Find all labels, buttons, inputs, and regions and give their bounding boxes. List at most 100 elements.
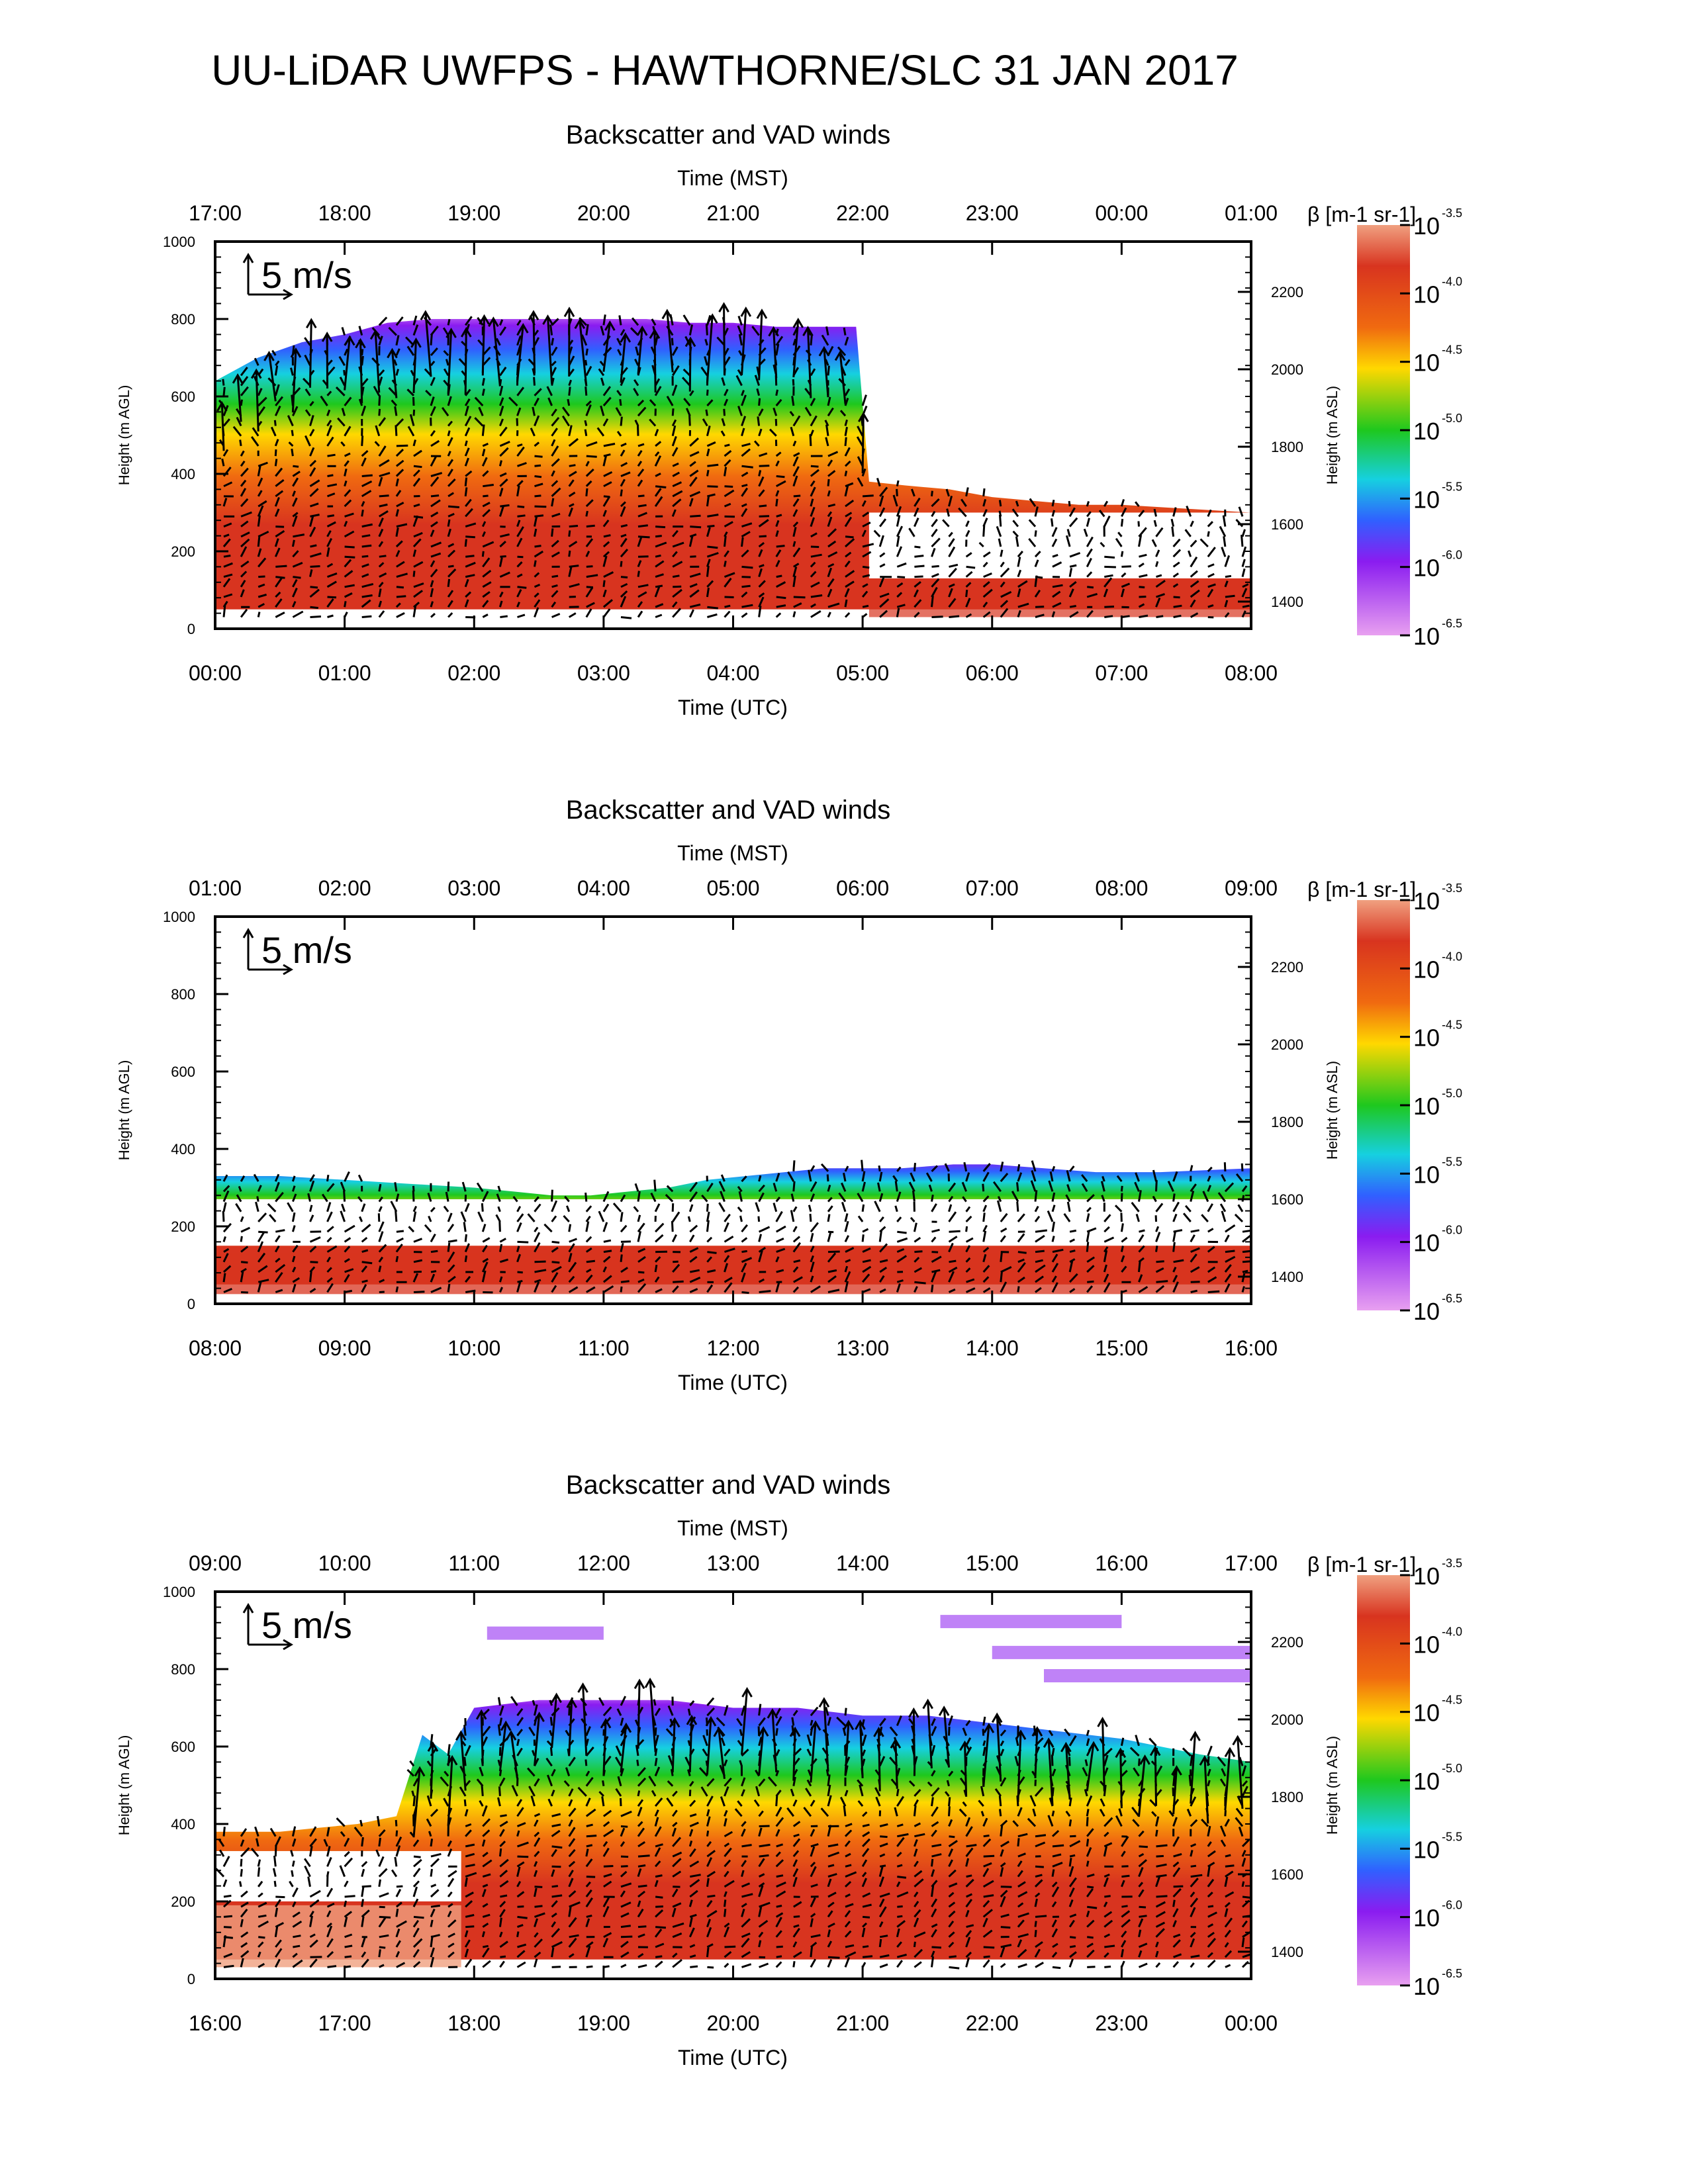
- wind-arrow: [447, 478, 456, 487]
- wind-arrow: [551, 551, 560, 558]
- wind-arrow: [634, 1183, 639, 1192]
- backscatter-field: [215, 302, 1251, 619]
- wind-arrow: [810, 1222, 819, 1233]
- wind-arrow: [447, 1283, 451, 1293]
- wind-arrow: [948, 1901, 956, 1908]
- wind-arrow: [913, 1222, 917, 1232]
- wind-arrow: [551, 1848, 557, 1857]
- wind-arrow: [292, 406, 299, 416]
- wind-arrow: [481, 424, 485, 436]
- wind-arrow: [495, 1214, 501, 1222]
- wind-arrow: [358, 398, 363, 406]
- wind-arrow: [1182, 1212, 1192, 1222]
- wind-arrow: [862, 1903, 872, 1908]
- wind-arrow: [480, 1711, 484, 1764]
- wind-arrow: [412, 1211, 417, 1222]
- top-tick-label: 07:00: [966, 876, 1019, 900]
- wind-arrow: [223, 522, 232, 527]
- wind-arrow: [690, 1874, 701, 1878]
- wind-arrow: [378, 1221, 385, 1232]
- wind-arrow: [344, 460, 350, 467]
- wind-arrow: [1207, 1862, 1215, 1868]
- wind-arrow: [568, 1788, 574, 1797]
- wind-arrow: [844, 460, 851, 467]
- wind-arrow: [948, 1211, 957, 1222]
- wind-arrow: [534, 1905, 543, 1908]
- wind-arrow: [1017, 1919, 1025, 1928]
- wind-arrow: [1014, 1756, 1019, 1766]
- wind-arrow: [1207, 1923, 1214, 1928]
- wind-arrow: [827, 1197, 833, 1203]
- wind-arrow: [741, 1963, 752, 1968]
- y2-tick-label: 1800: [1271, 439, 1303, 455]
- wind-arrow: [845, 1871, 857, 1878]
- wind-arrow: [430, 552, 442, 558]
- wind-arrow: [321, 1193, 328, 1203]
- wind-arrow: [994, 1788, 1002, 1797]
- wind-arrow: [412, 1768, 421, 1838]
- wind-arrow: [1086, 511, 1092, 518]
- wind-arrow: [222, 418, 230, 427]
- wind-arrow: [222, 1190, 230, 1203]
- wind-arrow: [223, 1288, 232, 1293]
- wind-arrow: [396, 586, 404, 589]
- wind-arrow: [637, 1841, 646, 1848]
- wind-arrow: [309, 414, 314, 426]
- wind-arrowhead: [644, 1677, 656, 1688]
- wind-arrow: [910, 488, 915, 497]
- wind-arrow: [655, 1955, 663, 1958]
- wind-arrow: [585, 538, 594, 547]
- wind-arrow: [292, 1901, 297, 1907]
- wind-arrow: [499, 1287, 503, 1293]
- wind-arrow: [430, 334, 433, 345]
- wind-arrow: [378, 395, 381, 406]
- wind-arrow: [1139, 1915, 1147, 1918]
- wind-arrowhead: [1060, 1741, 1072, 1752]
- wind-arrow: [758, 1810, 764, 1817]
- wind-arrow: [1051, 538, 1058, 547]
- wind-arrow: [914, 517, 919, 527]
- wind-arrow: [602, 1222, 608, 1232]
- wind-arrow: [516, 418, 518, 426]
- wind-arrow: [568, 1917, 577, 1928]
- wind-arrow: [551, 528, 554, 537]
- wind-arrow: [808, 1205, 812, 1212]
- wind-arrow: [445, 359, 449, 366]
- wind-arrow: [568, 1848, 576, 1858]
- wind-arrow: [966, 1874, 972, 1878]
- wind-arrow: [1084, 1759, 1088, 1766]
- colorbar-tick-exponent: -3.5: [1442, 206, 1462, 220]
- wind-arrow: [998, 1796, 1002, 1807]
- wind-arrow: [379, 472, 391, 477]
- wind-arrow: [1239, 1756, 1244, 1766]
- wind-arrow: [1156, 615, 1164, 618]
- wind-arrow: [1000, 1895, 1006, 1907]
- wind-arrow: [534, 1918, 539, 1928]
- wind-arrow: [412, 1898, 419, 1907]
- wind-arrow: [689, 490, 701, 498]
- wind-arrow: [862, 1831, 870, 1837]
- wind-arrowhead: [843, 1719, 855, 1731]
- wind-arrowhead: [369, 329, 381, 340]
- wind-arrow: [378, 1256, 384, 1263]
- wind-arrow: [741, 484, 748, 488]
- wind-arrow: [689, 1255, 698, 1263]
- wind-arrow: [965, 613, 972, 618]
- wind-arrow: [293, 465, 299, 468]
- wind-arrow: [1156, 574, 1162, 578]
- wind-arrow: [1155, 1901, 1166, 1908]
- wind-arrow: [845, 1247, 855, 1253]
- wind-arrow: [931, 1806, 939, 1817]
- wind-arrow: [705, 324, 708, 336]
- wind-arrow: [445, 1191, 449, 1202]
- wind-arrow: [637, 570, 640, 577]
- wind-arrow: [326, 1236, 332, 1243]
- wind-arrow: [223, 562, 233, 568]
- wind-arrow: [896, 1248, 905, 1253]
- wind-arrow: [844, 1235, 850, 1243]
- wind-arrow: [275, 1948, 283, 1958]
- wind-arrow: [741, 1749, 749, 1757]
- top-tick-label: 15:00: [966, 1551, 1019, 1575]
- wind-arrow: [309, 1846, 313, 1857]
- wind-arrow: [568, 1253, 573, 1263]
